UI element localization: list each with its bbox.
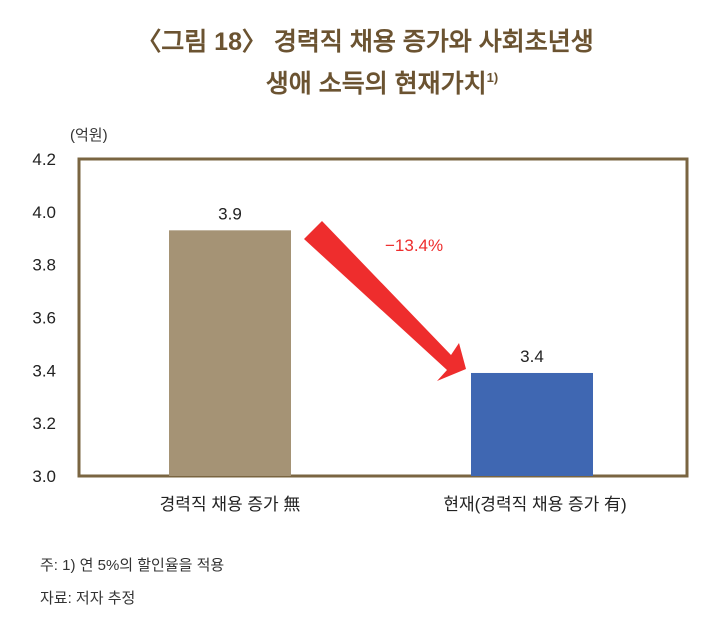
y-tick-label: 3.2 (32, 414, 56, 433)
y-tick-label: 3.8 (32, 256, 56, 275)
plot-frame (77, 157, 689, 478)
title-superscript: 1) (487, 70, 499, 85)
y-tick-label: 4.0 (32, 203, 56, 222)
x-category-label: 경력직 채용 증가 無 (160, 495, 301, 514)
decrease-arrow (304, 221, 466, 381)
y-tick-label: 3.4 (32, 361, 56, 380)
source-note: 자료: 저자 추정 (40, 590, 135, 607)
bar-value-label: 3.4 (520, 347, 544, 366)
change-annotation: −13.4% (385, 236, 443, 255)
y-tick-label: 3.6 (32, 309, 56, 328)
bar (169, 230, 291, 476)
bar (471, 372, 593, 476)
y-tick-label: 4.2 (32, 150, 56, 169)
title-line1: 〈그림 18〉 경력직 채용 증가와 사회초년생 (136, 28, 594, 56)
bar-value-label: 3.9 (218, 204, 242, 223)
x-category-label: 현재(경력직 채용 증가 有) (443, 495, 626, 514)
title-line2: 생애 소득의 현재가치1) (266, 70, 498, 98)
title-line2-text: 생애 소득의 현재가치 (266, 70, 487, 98)
y-tick-label: 3.0 (32, 467, 56, 486)
unit-label: (억원) (70, 127, 108, 144)
footnote: 주: 1) 연 5%의 할인율을 적용 (40, 557, 224, 574)
